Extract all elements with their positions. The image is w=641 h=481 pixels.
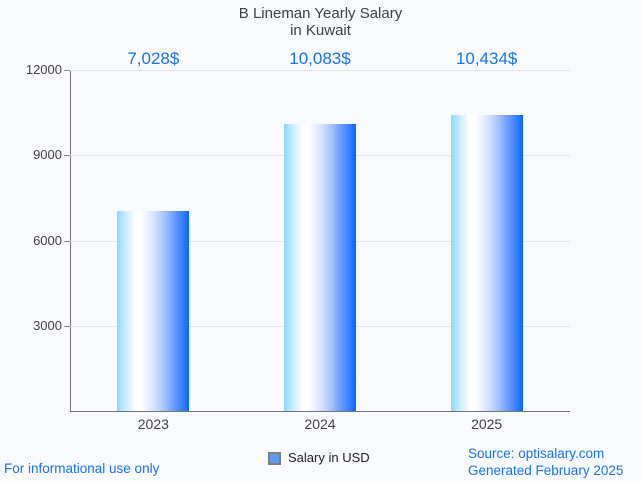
gridline-12000: [70, 70, 570, 71]
x-tick-label-2023: 2023: [137, 416, 169, 432]
value-label-2025: 10,434$: [455, 49, 518, 68]
source-text: Source: optisalary.com: [468, 446, 605, 461]
y-tick-6000: [64, 240, 70, 242]
y-tick-label-3000: 3000: [33, 317, 62, 333]
disclaimer-text: For informational use only: [4, 461, 160, 476]
y-tick-3000: [64, 325, 70, 327]
bar-2023: [117, 211, 190, 411]
chart-title: B Lineman Yearly Salary in Kuwait: [0, 5, 641, 39]
legend-label: Salary in USD: [288, 450, 370, 465]
chart-title-line2: in Kuwait: [290, 22, 351, 39]
y-tick-9000: [64, 155, 70, 157]
plot-area: 3000 6000 9000 12000 7,028$ 2023 10,083$ 2024 10…: [26, 50, 570, 432]
y-tick-label-6000: 6000: [33, 232, 62, 248]
x-tick-label-2025: 2025: [471, 416, 503, 432]
bar-2024: [284, 124, 356, 411]
source-block: Source: optisalary.com Generated Februar…: [468, 446, 623, 479]
y-tick-label-9000: 9000: [33, 147, 62, 163]
x-tick-label-2024: 2024: [304, 416, 336, 432]
value-label-2023: 7,028$: [127, 49, 180, 68]
chart-title-line1: B Lineman Yearly Salary: [238, 5, 403, 22]
y-tick-label-12000: 12000: [25, 62, 62, 77]
legend: Salary in USD: [268, 450, 370, 466]
bar-2025: [450, 114, 523, 411]
x-axis-line: [70, 411, 570, 412]
value-label-2024: 10,083$: [289, 49, 351, 68]
legend-marker-square: [268, 451, 281, 465]
y-tick-12000: [64, 70, 70, 71]
generated-text: Generated February 2025: [468, 462, 624, 478]
